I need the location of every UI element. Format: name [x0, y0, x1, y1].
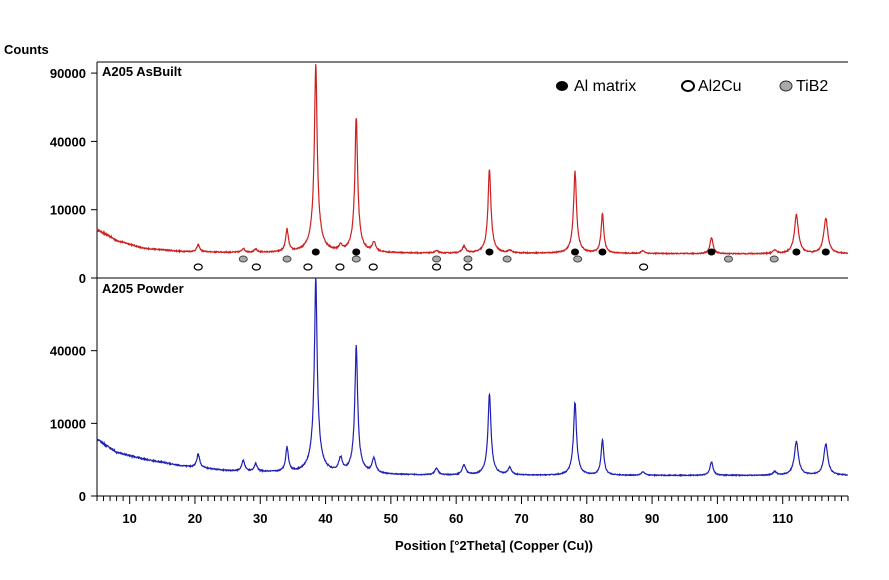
tib2-marker: [723, 255, 733, 263]
x-tick-label: 60: [449, 511, 463, 526]
legend-item-tib2: TiB2: [779, 78, 828, 95]
tib2-marker: [769, 255, 779, 263]
top-y-ticks: 0 10000 40000 90000: [50, 66, 97, 286]
al2cu-marker: [463, 263, 473, 271]
tib2-marker: [282, 255, 292, 263]
y-tick-label: 0: [79, 489, 86, 504]
al2cu-marker: [368, 263, 378, 271]
x-tick-label: 20: [188, 511, 202, 526]
al-matrix-marker: [821, 248, 830, 256]
x-ticks: 10 20 30 40 50 60 70 80 90 100 110: [96, 496, 849, 526]
bottom-y-ticks: 0 10000 40000: [50, 344, 97, 504]
panel-title-powder: A205 Powder: [102, 281, 184, 296]
x-tick-label: 70: [514, 511, 528, 526]
x-tick-label: 40: [318, 511, 332, 526]
tib2-marker: [502, 255, 512, 263]
al-matrix-marker: [485, 248, 494, 256]
al-matrix-marker: [311, 248, 320, 256]
legend-item-al-matrix: Al matrix: [556, 78, 636, 95]
y-tick-label: 10000: [50, 416, 86, 431]
legend-item-al2cu: Al2Cu: [681, 78, 742, 95]
tib2-marker: [573, 255, 583, 263]
al-matrix-marker: [707, 248, 716, 256]
y-tick-label: 40000: [50, 134, 86, 149]
legend-label-al-matrix: Al matrix: [574, 78, 636, 95]
x-tick-label: 50: [384, 511, 398, 526]
al2cu-marker: [251, 263, 261, 271]
tib2-marker: [432, 255, 442, 263]
legend: Al matrix Al2Cu TiB2: [556, 78, 828, 95]
tib2-marker: [238, 255, 248, 263]
al2cu-marker: [303, 263, 313, 271]
y-tick-label: 90000: [50, 66, 86, 81]
x-tick-label: 100: [707, 511, 729, 526]
x-tick-label: 110: [772, 511, 793, 526]
al2cu-marker: [193, 263, 203, 271]
al-matrix-marker: [598, 248, 607, 256]
x-axis-label: Position [°2Theta] (Copper (Cu)): [395, 538, 593, 553]
al2cu-marker: [431, 263, 442, 271]
panel-title-as-built: A205 AsBuilt: [102, 64, 182, 79]
al2cu-marker: [638, 263, 649, 271]
phase-markers: [193, 248, 830, 271]
legend-marker-al-matrix: [556, 81, 568, 91]
al-matrix-marker: [352, 248, 361, 256]
panel-as-built: A205 AsBuilt 0 10000 40000 90000: [50, 61, 849, 286]
x-tick-label: 80: [580, 511, 594, 526]
legend-marker-al2cu: [681, 80, 695, 92]
x-tick-label: 30: [253, 511, 267, 526]
y-tick-label: 10000: [50, 203, 86, 218]
tib2-marker: [463, 255, 473, 263]
panel-powder: A205 Powder 0 10000 40000: [50, 277, 849, 504]
y-tick-label: 40000: [50, 344, 86, 359]
al-matrix-marker: [571, 248, 580, 256]
al2cu-marker: [335, 263, 345, 271]
tib2-marker: [351, 255, 361, 263]
al-matrix-marker: [792, 248, 801, 256]
powder-trace: [96, 277, 849, 478]
x-tick-label: 10: [122, 511, 136, 526]
legend-label-tib2: TiB2: [796, 78, 828, 95]
legend-label-al2cu: Al2Cu: [698, 78, 742, 95]
as-built-trace: [96, 64, 849, 256]
y-axis-label: Counts: [4, 42, 49, 57]
x-tick-label: 90: [645, 511, 659, 526]
y-tick-label: 0: [79, 271, 86, 286]
legend-marker-tib2: [779, 80, 793, 92]
